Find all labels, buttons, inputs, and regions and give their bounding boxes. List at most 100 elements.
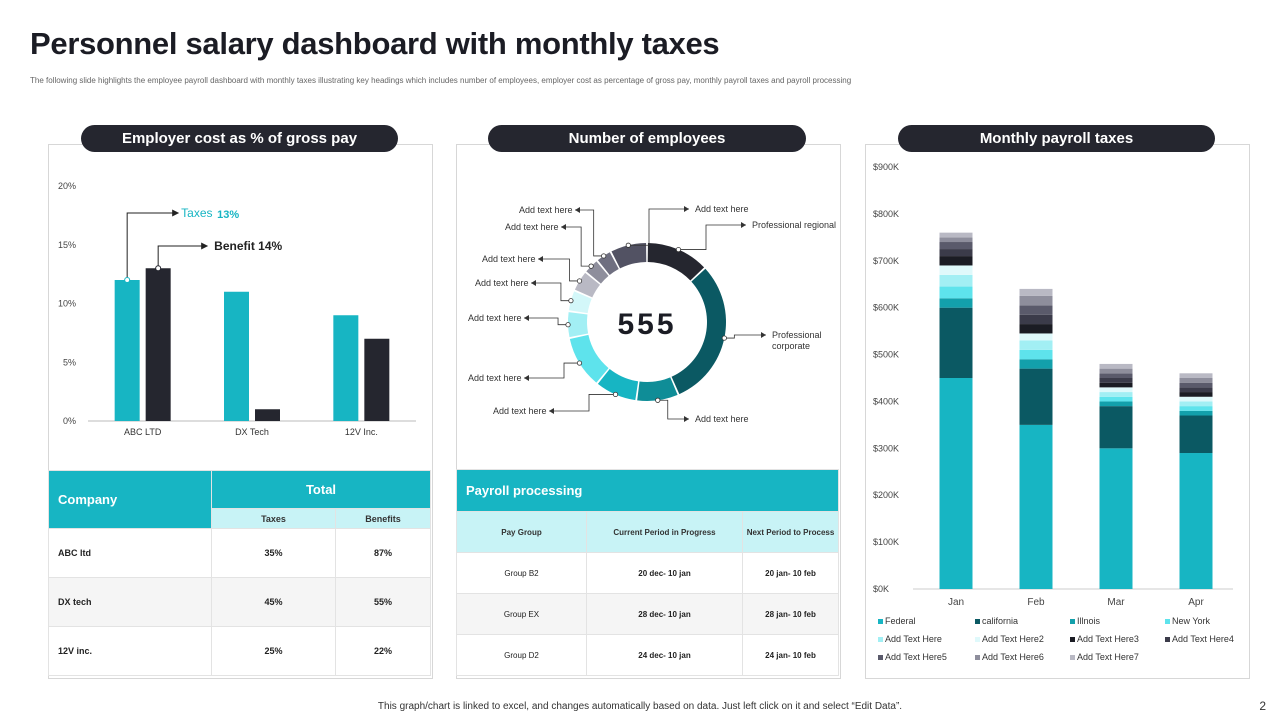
segment-label: Add text here: [468, 373, 522, 383]
stack-segment: [939, 274, 973, 287]
stack-segment: [939, 378, 973, 589]
middle-panel-title: Number of employees: [488, 125, 806, 152]
benefits-cell: 55%: [335, 577, 431, 627]
benefit-annotation: Benefit 14%: [214, 239, 282, 253]
right-panel-title: Monthly payroll taxes: [898, 125, 1215, 152]
stack-segment: [1099, 373, 1133, 378]
leader-line: [657, 399, 689, 420]
x-tick-label: Apr: [1188, 597, 1204, 608]
legend-label: Add Text Here7: [1077, 652, 1139, 662]
stack-segment: [1019, 349, 1053, 360]
y-tick-label: $500K: [873, 350, 899, 360]
leader-line: [575, 209, 604, 257]
segment-label: Add text here: [468, 313, 522, 323]
leader-line: [724, 334, 766, 339]
x-tick-label: DX Tech: [235, 427, 269, 437]
stack-segment: [939, 232, 973, 238]
legend-swatch: [878, 637, 883, 642]
payroll-taxes-chart: $0K $100K $200K $300K $400K $500K $600K $700K $8…: [873, 162, 1234, 662]
segment-label: corporate: [772, 341, 810, 351]
pay-group-header: Pay Group: [456, 511, 587, 553]
legend-label: california: [982, 616, 1018, 626]
stack-segment: [1019, 359, 1053, 369]
legend-label: Add Text Here5: [885, 652, 947, 662]
company-name-cell: DX tech: [48, 577, 212, 627]
stack-segment: [1099, 363, 1133, 369]
legend-swatch: [1070, 655, 1075, 660]
leader-dot: [601, 253, 607, 259]
stack-segment: [1099, 382, 1133, 388]
left-panel-title: Employer cost as % of gross pay: [81, 125, 398, 152]
bar-taxes: [114, 280, 140, 421]
stack-segment: [939, 256, 973, 266]
legend-swatch: [878, 655, 883, 660]
next-period-cell: 28 jan- 10 feb: [742, 593, 839, 635]
payroll-table-title: Payroll processing: [456, 469, 839, 512]
pay-group-cell: Group EX: [456, 593, 587, 635]
stack-segment: [1179, 396, 1213, 402]
leader-arrow: [561, 224, 566, 230]
leader-line: [524, 317, 569, 326]
leader-arrow: [538, 256, 543, 262]
leader-dot: [565, 322, 571, 328]
annotation-line: [157, 245, 203, 269]
y-tick-label: $0K: [873, 584, 889, 594]
stack-segment: [939, 249, 973, 257]
stack-segment: [1019, 314, 1053, 325]
leader-arrow: [741, 222, 746, 228]
leader-arrow: [684, 416, 689, 422]
leader-arrow: [684, 206, 689, 212]
legend-swatch: [1165, 619, 1170, 624]
legend-label: Illnois: [1077, 616, 1101, 626]
y-tick-label: $200K: [873, 490, 899, 500]
y-tick-label: 0%: [63, 416, 76, 426]
segment-label: Professional: [772, 330, 822, 340]
legend-swatch: [1070, 637, 1075, 642]
bar-benefit: [364, 338, 390, 421]
leader-dot: [576, 360, 583, 366]
leader-line: [561, 226, 592, 267]
segment-label: Add text here: [695, 204, 749, 214]
segment-label: Add text here: [695, 414, 749, 424]
next-period-header: Next Period to Process: [742, 511, 839, 553]
employer-cost-chart: 0% 5% 10% 15% 20% ABC LTD DX Tech 12V Inc. Taxes…: [58, 181, 416, 437]
leader-dot: [675, 246, 682, 253]
table-row: Group B2 20 dec- 10 jan 20 jan- 10 feb: [456, 552, 839, 594]
pay-group-cell: Group D2: [456, 634, 587, 676]
taxes-header: Taxes: [211, 508, 336, 529]
legend-label: Add Text Here6: [982, 652, 1044, 662]
stack-segment: [1179, 378, 1213, 383]
leader-dot: [568, 298, 574, 304]
y-tick-label: $100K: [873, 537, 899, 547]
segment-label: Add text here: [475, 278, 529, 288]
stack-segment: [939, 237, 973, 243]
current-period-header: Current Period in Progress: [586, 511, 743, 553]
company-name-cell: ABC ltd: [48, 528, 212, 578]
current-period-cell: 20 dec- 10 jan: [586, 552, 743, 594]
benefits-cell: 87%: [335, 528, 431, 578]
donut-slice: [637, 377, 678, 401]
legend-label: Add Text Here3: [1077, 634, 1139, 644]
donut-slice: [597, 368, 639, 401]
table-row: 12V inc. 25% 22%: [48, 626, 431, 676]
stack-segment: [1019, 324, 1053, 334]
legend-label: Add Text Here: [885, 634, 942, 644]
stack-segment: [1099, 368, 1133, 374]
stack-segment: [1099, 392, 1133, 397]
leader-arrow: [549, 408, 554, 414]
segment-label: Professional regional: [752, 220, 836, 230]
legend-swatch: [975, 637, 980, 642]
y-tick-label: $800K: [873, 209, 899, 219]
y-tick-label: 15%: [58, 240, 76, 250]
leader-dot: [721, 335, 727, 341]
stack-segment: [939, 298, 973, 308]
leader-line: [524, 362, 580, 379]
x-tick-label: Mar: [1107, 597, 1125, 608]
leader-dot: [655, 397, 661, 403]
donut-slice: [611, 243, 647, 269]
table-row: Group D2 24 dec- 10 jan 24 jan- 10 feb: [456, 634, 839, 676]
leader-arrow: [761, 332, 766, 338]
legend-label: Federal: [885, 616, 916, 626]
y-tick-label: 10%: [58, 299, 76, 309]
company-header: Company: [48, 470, 212, 529]
